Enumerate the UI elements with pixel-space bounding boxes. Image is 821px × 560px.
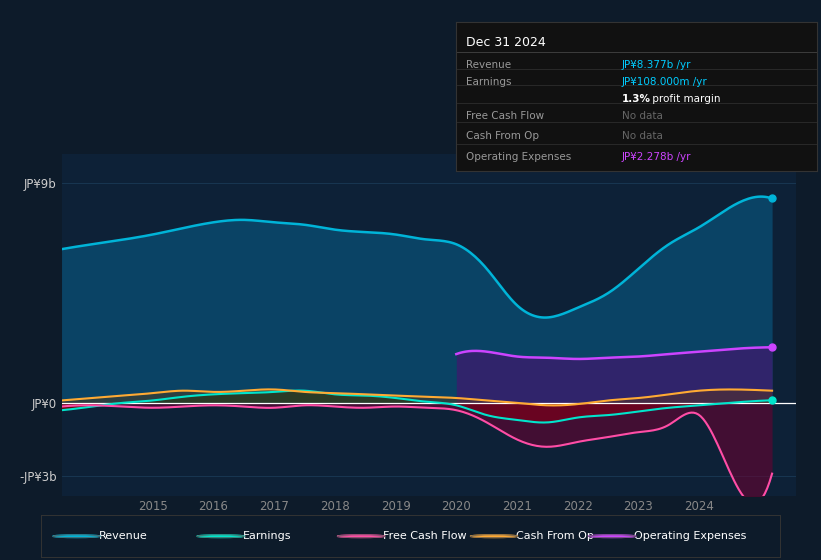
Text: JP¥108.000m /yr: JP¥108.000m /yr bbox=[621, 77, 708, 87]
Text: Free Cash Flow: Free Cash Flow bbox=[466, 111, 544, 122]
Text: Operating Expenses: Operating Expenses bbox=[466, 152, 571, 161]
Circle shape bbox=[337, 535, 384, 538]
Circle shape bbox=[589, 535, 636, 538]
Text: Cash From Op: Cash From Op bbox=[466, 130, 539, 141]
Text: 1.3%: 1.3% bbox=[621, 94, 651, 104]
Text: JP¥2.278b /yr: JP¥2.278b /yr bbox=[621, 152, 691, 161]
Text: Revenue: Revenue bbox=[99, 531, 148, 541]
Circle shape bbox=[53, 535, 100, 538]
Text: profit margin: profit margin bbox=[649, 94, 720, 104]
Circle shape bbox=[470, 535, 518, 538]
Text: Revenue: Revenue bbox=[466, 59, 511, 69]
Text: Dec 31 2024: Dec 31 2024 bbox=[466, 36, 546, 49]
Circle shape bbox=[197, 535, 245, 538]
Text: JP¥8.377b /yr: JP¥8.377b /yr bbox=[621, 59, 691, 69]
Text: Operating Expenses: Operating Expenses bbox=[635, 531, 747, 541]
Text: Earnings: Earnings bbox=[466, 77, 512, 87]
Text: Free Cash Flow: Free Cash Flow bbox=[383, 531, 467, 541]
Text: Cash From Op: Cash From Op bbox=[516, 531, 594, 541]
Text: Earnings: Earnings bbox=[243, 531, 291, 541]
Text: No data: No data bbox=[621, 111, 663, 122]
Text: No data: No data bbox=[621, 130, 663, 141]
